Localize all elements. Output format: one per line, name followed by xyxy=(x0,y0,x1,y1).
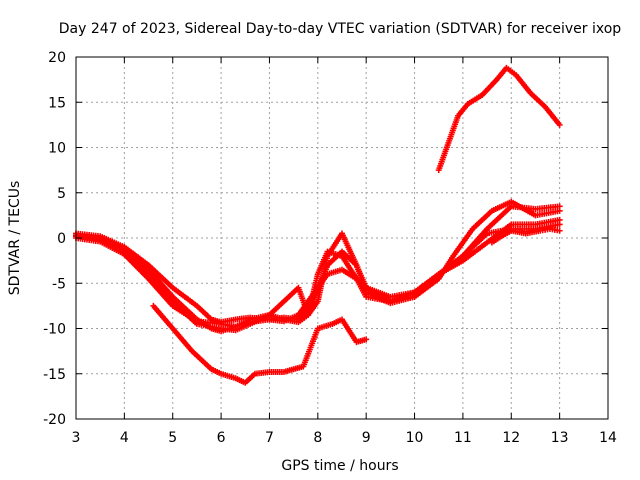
y-tick-label: 15 xyxy=(48,95,66,111)
x-tick-label: 5 xyxy=(168,430,177,446)
y-axis-label: SDTVAR / TECUs xyxy=(7,181,23,296)
y-tick-label: -15 xyxy=(43,367,66,383)
y-tick-label: -5 xyxy=(52,276,66,292)
x-tick-label: 11 xyxy=(454,430,472,446)
x-tick-label: 3 xyxy=(72,430,81,446)
x-tick-label: 7 xyxy=(265,430,274,446)
series-track-6 xyxy=(435,64,563,174)
series-track-5 xyxy=(150,302,370,386)
series-markers xyxy=(150,302,370,386)
grid-layer xyxy=(76,57,608,419)
x-tick-label: 8 xyxy=(313,430,322,446)
series-track-7 xyxy=(488,225,563,246)
x-tick-label: 14 xyxy=(599,430,617,446)
series-markers xyxy=(435,64,563,174)
y-tick-label: -20 xyxy=(43,412,66,428)
series-markers xyxy=(488,225,563,246)
y-tick-label: 5 xyxy=(57,186,66,202)
x-tick-label: 12 xyxy=(502,430,520,446)
tick-layer: 3 4 5 6 7 8 9 10 11 12 13 14 -20 -15 -10 -5 0 5 10 15 20 xyxy=(43,50,617,446)
x-tick-label: 4 xyxy=(120,430,129,446)
x-tick-label: 13 xyxy=(551,430,569,446)
y-tick-label: 10 xyxy=(48,141,66,157)
y-tick-label: 20 xyxy=(48,50,66,66)
x-tick-label: 6 xyxy=(217,430,226,446)
y-tick-label: 0 xyxy=(57,231,66,247)
chart-title: Day 247 of 2023, Sidereal Day-to-day VTE… xyxy=(59,21,622,37)
x-tick-label: 10 xyxy=(406,430,424,446)
x-axis-label: GPS time / hours xyxy=(281,458,398,474)
y-tick-label: -10 xyxy=(43,322,66,338)
x-tick-label: 9 xyxy=(362,430,371,446)
